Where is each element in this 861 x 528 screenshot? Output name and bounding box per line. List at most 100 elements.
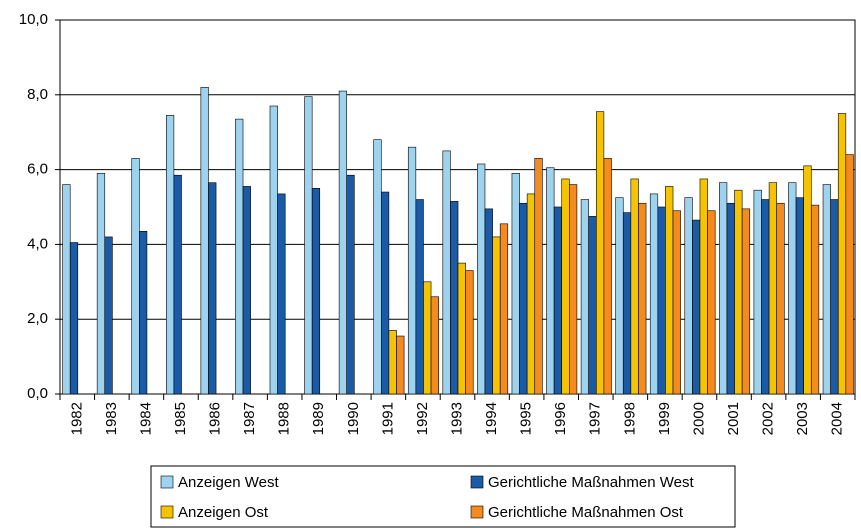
bar bbox=[492, 236, 501, 395]
bar bbox=[707, 210, 716, 395]
bar bbox=[741, 208, 751, 395]
bar bbox=[415, 199, 424, 395]
bar bbox=[595, 111, 605, 395]
bar bbox=[96, 173, 106, 395]
bar bbox=[580, 199, 589, 395]
x-tick-label: 1996 bbox=[552, 402, 569, 435]
bar bbox=[477, 163, 486, 395]
y-tick-label: 8,0 bbox=[27, 86, 48, 103]
bar bbox=[768, 182, 778, 395]
bar bbox=[665, 186, 674, 395]
bar bbox=[388, 330, 397, 395]
bar bbox=[845, 154, 854, 395]
bar bbox=[761, 199, 770, 395]
bar bbox=[719, 182, 728, 395]
x-tick-label: 1983 bbox=[103, 402, 120, 435]
bar bbox=[546, 167, 555, 395]
bar bbox=[69, 242, 79, 395]
x-tick-label: 1994 bbox=[483, 402, 500, 435]
bar bbox=[553, 206, 563, 395]
x-tick-label: 1982 bbox=[68, 402, 85, 435]
bar bbox=[726, 202, 735, 395]
bar bbox=[442, 150, 451, 395]
x-tick-label: 1999 bbox=[656, 402, 673, 435]
bar bbox=[338, 90, 348, 395]
bar bbox=[304, 96, 313, 395]
legend-swatch bbox=[470, 505, 484, 519]
x-tick-label: 1990 bbox=[345, 402, 362, 435]
bar bbox=[346, 174, 355, 395]
bar bbox=[311, 188, 321, 395]
legend-label: Anzeigen West bbox=[178, 474, 279, 491]
bar bbox=[139, 231, 148, 395]
y-tick-label: 0,0 bbox=[27, 385, 48, 402]
bar bbox=[534, 158, 543, 395]
bar bbox=[511, 173, 520, 395]
bar bbox=[684, 197, 693, 395]
bar bbox=[830, 199, 839, 395]
bar bbox=[396, 335, 405, 395]
bar bbox=[165, 115, 175, 395]
legend-label: Gerichtliche Maßnahmen Ost bbox=[488, 504, 684, 521]
x-tick-label: 1987 bbox=[241, 402, 258, 435]
legend-label: Gerichtliche Maßnahmen West bbox=[488, 474, 694, 491]
bar bbox=[242, 186, 251, 395]
bar bbox=[734, 189, 743, 395]
bar bbox=[649, 193, 659, 395]
legend-swatch bbox=[470, 475, 484, 489]
bar bbox=[430, 296, 439, 395]
x-tick-label: 2002 bbox=[760, 402, 777, 435]
bar bbox=[837, 113, 847, 395]
x-tick-label: 2004 bbox=[829, 402, 846, 435]
x-tick-label: 1997 bbox=[587, 402, 604, 435]
x-tick-label: 1998 bbox=[621, 402, 638, 435]
bar bbox=[569, 184, 578, 395]
bar bbox=[788, 182, 797, 395]
y-tick-label: 4,0 bbox=[27, 235, 48, 252]
bar bbox=[622, 212, 632, 395]
legend-swatch bbox=[160, 475, 174, 489]
x-tick-label: 1991 bbox=[379, 402, 396, 435]
bar bbox=[561, 178, 570, 395]
bar bbox=[526, 193, 536, 395]
legend-swatch bbox=[160, 505, 174, 519]
x-tick-label: 1984 bbox=[137, 402, 154, 435]
bar bbox=[465, 270, 474, 395]
bar bbox=[588, 216, 597, 395]
bar bbox=[269, 105, 278, 395]
bar bbox=[423, 281, 432, 395]
bar bbox=[753, 189, 762, 395]
bar bbox=[235, 118, 244, 395]
x-tick-label: 1993 bbox=[448, 402, 465, 435]
legend-box bbox=[150, 465, 736, 528]
y-tick-label: 2,0 bbox=[27, 310, 48, 327]
bar bbox=[457, 262, 466, 395]
bar bbox=[407, 146, 417, 395]
x-tick-label: 1995 bbox=[518, 402, 535, 435]
legend-label: Anzeigen Ost bbox=[178, 504, 269, 521]
bar bbox=[380, 191, 390, 395]
bar bbox=[672, 210, 681, 395]
bar bbox=[803, 165, 812, 395]
x-tick-label: 1992 bbox=[414, 402, 431, 435]
bar bbox=[499, 223, 509, 395]
bar bbox=[373, 139, 382, 395]
bar bbox=[822, 184, 831, 395]
bar bbox=[450, 201, 459, 395]
bar bbox=[484, 208, 493, 395]
bar bbox=[810, 204, 820, 395]
x-tick-label: 2001 bbox=[725, 402, 742, 435]
bar bbox=[62, 184, 71, 395]
x-tick-label: 1985 bbox=[172, 402, 189, 435]
bar bbox=[692, 219, 701, 395]
x-tick-label: 1986 bbox=[207, 402, 224, 435]
bar bbox=[615, 197, 624, 395]
bar bbox=[776, 202, 785, 395]
bar bbox=[657, 206, 666, 395]
bar bbox=[630, 178, 639, 395]
y-tick-label: 6,0 bbox=[27, 161, 48, 178]
bar bbox=[200, 87, 209, 395]
x-tick-label: 2000 bbox=[690, 402, 707, 435]
bar bbox=[173, 174, 182, 395]
